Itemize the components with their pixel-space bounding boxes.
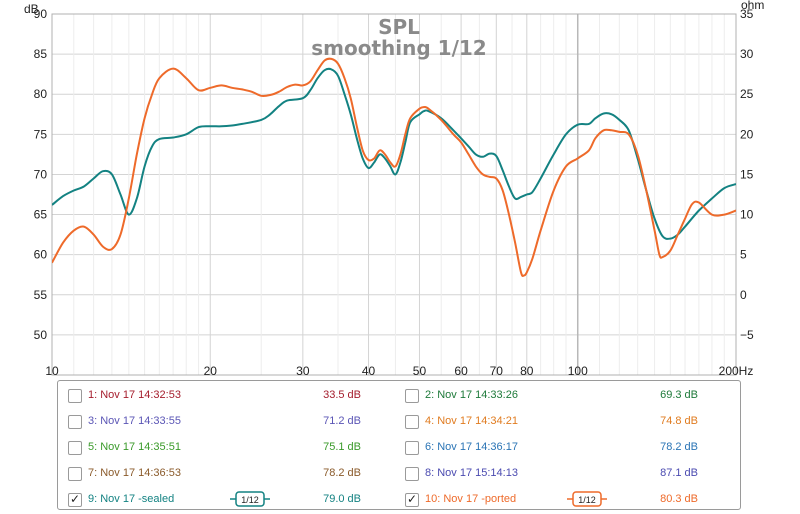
plot-frame [51, 13, 737, 376]
legend-checkbox[interactable] [68, 467, 82, 481]
grid [52, 14, 736, 375]
checkmark-icon: ✓ [407, 492, 418, 506]
y-right-tick-label: 30 [740, 47, 754, 61]
legend-value: 79.0 dB [323, 493, 361, 505]
legend-value: 71.2 dB [323, 415, 361, 427]
y-left-tick-label: 85 [34, 47, 48, 61]
tick-labels: 10 20 30 40 50 60 70 80 100 200Hz5055606570758085… [34, 7, 754, 378]
legend-value: 75.1 dB [323, 441, 361, 453]
y-left-tick-label: 50 [34, 328, 48, 342]
legend-value: 80.3 dB [660, 493, 698, 505]
y-right-tick-label: 5 [740, 248, 747, 262]
legend-item: 1: Nov 17 14:32:53 33.5 dB [68, 385, 388, 405]
legend-checkbox[interactable]: ✓ [68, 492, 82, 507]
legend-checkbox[interactable] [68, 415, 82, 429]
legend-value: 87.1 dB [660, 467, 698, 479]
legend-label: 8: Nov 17 15:14:13 [425, 467, 518, 479]
spl-chart: 10 20 30 40 50 60 70 80 100 200Hz5055606570758085… [24, 0, 764, 378]
series-line-sealed [52, 67, 736, 240]
legend-value: 78.2 dB [660, 441, 698, 453]
smoothing-label: 1/12 [241, 495, 259, 505]
legend-label: 7: Nov 17 14:36:53 [88, 467, 181, 479]
y-right-tick-label: 15 [740, 167, 754, 181]
legend-label: 1: Nov 17 14:32:53 [88, 389, 181, 401]
y-right-tick-label: 10 [740, 208, 754, 222]
series-line-ported [52, 57, 736, 277]
series-lines [52, 57, 736, 277]
legend-item: 6: Nov 17 14:36:17 78.2 dB [405, 437, 725, 457]
legend-checkbox[interactable] [405, 467, 419, 481]
legend-checkbox[interactable] [405, 441, 419, 455]
y-left-tick-label: 65 [34, 208, 48, 222]
x-tick-label: 100 [568, 364, 588, 378]
smoothing-badge[interactable]: 1/12 [230, 491, 270, 507]
legend-value: 74.8 dB [660, 415, 698, 427]
legend-item: 5: Nov 17 14:35:51 75.1 dB [68, 437, 388, 457]
chart-subtitle: smoothing 1/12 [311, 36, 486, 60]
y-right-tick-label: 25 [740, 87, 754, 101]
legend-label: 5: Nov 17 14:35:51 [88, 441, 181, 453]
smoothing-badge[interactable]: 1/12 [567, 491, 607, 507]
legend-label: 6: Nov 17 14:36:17 [425, 441, 518, 453]
legend-item: 2: Nov 17 14:33:26 69.3 dB [405, 385, 725, 405]
y-left-tick-label: 75 [34, 127, 48, 141]
legend-value: 69.3 dB [660, 389, 698, 401]
x-tick-label: 10 [45, 364, 59, 378]
legend-item: 8: Nov 17 15:14:13 87.1 dB [405, 463, 725, 483]
x-tick-label: 30 [296, 364, 310, 378]
y-left-tick-label: 70 [34, 167, 48, 181]
legend-item: ✓ 9: Nov 17 -sealed 1/12 79.0 dB [68, 489, 388, 509]
legend-value: 33.5 dB [323, 389, 361, 401]
chart-title: SPL [378, 15, 420, 39]
y-left-tick-label: 60 [34, 248, 48, 262]
y-left-tick-label: 80 [34, 87, 48, 101]
x-tick-label: 80 [520, 364, 534, 378]
legend-checkbox[interactable]: ✓ [405, 492, 419, 507]
x-tick-label: 40 [362, 364, 376, 378]
legend-checkbox[interactable] [405, 415, 419, 429]
smoothing-label: 1/12 [578, 495, 596, 505]
legend-item: 7: Nov 17 14:36:53 78.2 dB [68, 463, 388, 483]
legend-item: 4: Nov 17 14:34:21 74.8 dB [405, 411, 725, 431]
legend-checkbox[interactable] [68, 441, 82, 455]
legend-label: 10: Nov 17 -ported [425, 493, 517, 505]
legend-checkbox[interactable] [405, 389, 419, 403]
y-left-unit: dB [24, 2, 39, 16]
y-right-unit: ohm [741, 0, 764, 12]
y-right-tick-label: −5 [740, 328, 754, 342]
legend-item: ✓ 10: Nov 17 -ported 1/12 80.3 dB [405, 489, 725, 509]
legend-label: 3: Nov 17 14:33:55 [88, 415, 181, 427]
x-tick-label: 200Hz [719, 364, 754, 378]
y-right-tick-label: 20 [740, 127, 754, 141]
x-tick-label: 50 [413, 364, 427, 378]
x-tick-label: 70 [490, 364, 504, 378]
legend-label: 4: Nov 17 14:34:21 [425, 415, 518, 427]
x-tick-label: 60 [454, 364, 468, 378]
legend-panel: 1: Nov 17 14:32:53 33.5 dB 2: Nov 17 14:33… [57, 380, 741, 510]
legend-value: 78.2 dB [323, 467, 361, 479]
legend-item: 3: Nov 17 14:33:55 71.2 dB [68, 411, 388, 431]
legend-label: 2: Nov 17 14:33:26 [425, 389, 518, 401]
checkmark-icon: ✓ [70, 492, 81, 506]
legend-checkbox[interactable] [68, 389, 82, 403]
y-right-tick-label: 35 [740, 7, 754, 21]
y-left-tick-label: 90 [34, 7, 48, 21]
x-tick-label: 20 [204, 364, 218, 378]
legend-label: 9: Nov 17 -sealed [88, 493, 175, 505]
y-right-tick-label: 0 [740, 288, 747, 302]
y-left-tick-label: 55 [34, 288, 48, 302]
